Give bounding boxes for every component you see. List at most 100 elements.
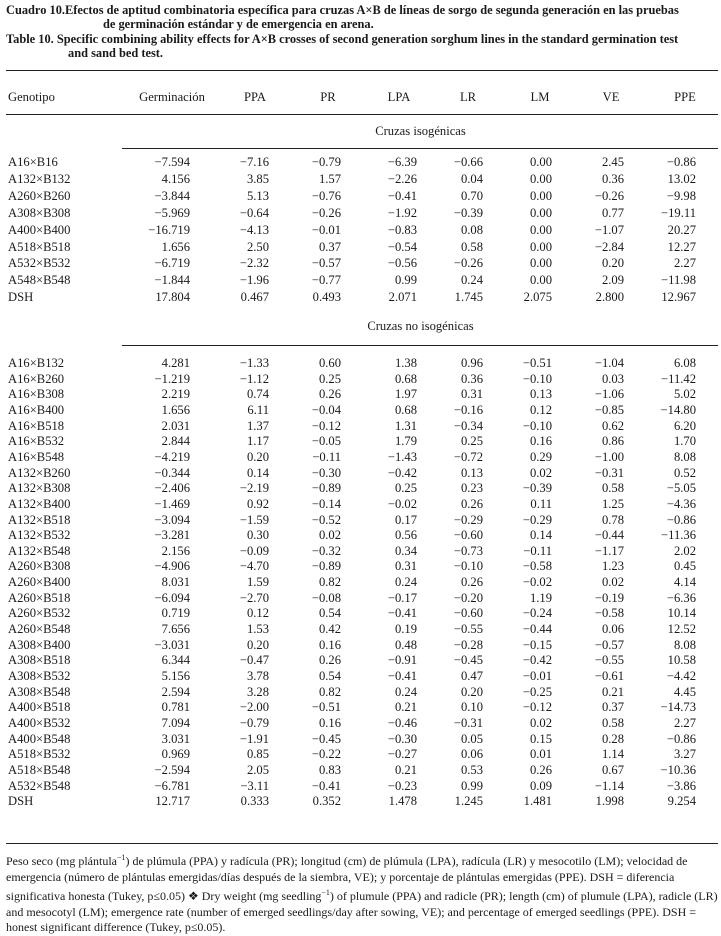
value-cell: 0.82	[318, 684, 341, 699]
value-cell: −0.85	[594, 402, 624, 417]
value-cell: −3.031	[154, 637, 190, 652]
value-cell: 10.58	[667, 653, 696, 668]
value-cell: 0.31	[460, 387, 483, 402]
value-cell: 1.656	[161, 239, 190, 254]
value-cell: −0.83	[387, 222, 417, 237]
value-cell: 7.656	[161, 622, 190, 637]
value-cell: 0.00	[529, 256, 552, 271]
value-cell: −4.13	[239, 222, 269, 237]
value-cell: 0.58	[601, 715, 624, 730]
table-row: A132×B260 −0.344 0.14 −0.30 −0.42 0.13 0.02 −0.…	[0, 466, 721, 482]
value-cell: 1.998	[595, 794, 624, 809]
value-cell: −1.219	[154, 371, 190, 386]
value-cell: 0.96	[460, 356, 483, 370]
value-cell: 1.31	[394, 418, 417, 433]
value-cell: 0.42	[318, 622, 341, 637]
value-cell: −4.42	[666, 669, 696, 683]
value-cell: 4.156	[161, 171, 190, 186]
value-cell: 0.99	[394, 273, 417, 288]
value-cell: −4.36	[666, 496, 696, 511]
table-row: A308×B518 6.344 −0.47 0.26 −0.91 −0.45 −0.42 −0…	[0, 653, 721, 669]
value-cell: 6.344	[161, 653, 190, 668]
value-cell: −2.406	[154, 481, 190, 496]
value-cell: 0.52	[673, 465, 696, 480]
value-cell: −1.92	[387, 205, 417, 220]
table-row: A308×B308 −5.969 −0.64 −0.26 −1.92 −0.39 0.00 0…	[0, 206, 721, 222]
value-cell: −6.094	[154, 590, 190, 605]
genotype-cell: A548×B548	[8, 273, 71, 288]
value-cell: −0.29	[453, 512, 483, 527]
table-row: A16×B16 −7.594 −7.16 −0.79 −6.39 −0.66 0.00 2.4…	[0, 155, 721, 171]
value-cell: −0.20	[453, 590, 483, 605]
value-cell: −0.44	[594, 528, 624, 543]
footnote-sup: −1	[321, 888, 330, 898]
column-header: VE	[602, 90, 620, 104]
value-cell: 0.21	[394, 762, 417, 777]
table-row: A260×B308 −4.906 −4.70 −0.89 0.31 −0.10 −0.58 1…	[0, 559, 721, 575]
value-cell: 6.11	[247, 402, 269, 417]
genotype-cell: A400×B532	[8, 715, 71, 730]
value-cell: 5.156	[161, 669, 190, 683]
value-cell: 6.08	[673, 356, 696, 370]
value-cell: −0.51	[311, 700, 341, 715]
value-cell: −2.19	[239, 481, 269, 496]
value-cell: −2.26	[387, 171, 417, 186]
genotype-cell: A16×B548	[8, 449, 65, 464]
value-cell: 0.47	[460, 669, 483, 683]
value-cell: 0.31	[394, 559, 417, 574]
value-cell: 1.59	[246, 575, 269, 590]
genotype-cell: A260×B400	[8, 575, 71, 590]
genotype-cell: A132×B132	[8, 171, 71, 186]
genotype-cell: A16×B308	[8, 387, 65, 402]
genotype-cell: A260×B308	[8, 559, 71, 574]
value-cell: −0.09	[239, 543, 269, 558]
value-cell: −6.39	[387, 155, 417, 169]
value-cell: −6.719	[154, 256, 190, 271]
table-row: A260×B548 7.656 1.53 0.42 0.19 −0.55 −0.44 0.06…	[0, 622, 721, 638]
value-cell: −0.58	[594, 606, 624, 621]
table-row: A400×B548 3.031 −1.91 −0.45 −0.30 0.05 0.15 0.2…	[0, 732, 721, 748]
value-cell: 0.58	[460, 239, 483, 254]
caption-text-cont: and sand bed test.	[68, 45, 164, 60]
genotype-cell: A308×B308	[8, 205, 71, 220]
caption-text: Specific combining ability effects for A…	[56, 32, 679, 46]
value-cell: 0.02	[529, 465, 552, 480]
value-cell: −16.719	[148, 222, 190, 237]
genotype-cell: A132×B260	[8, 465, 71, 480]
value-cell: −11.98	[661, 273, 696, 288]
value-cell: 2.031	[161, 418, 190, 433]
value-cell: 0.24	[394, 575, 417, 590]
value-cell: −0.12	[522, 700, 552, 715]
value-cell: −0.27	[387, 747, 417, 762]
value-cell: −1.96	[239, 273, 269, 288]
column-header: PR	[320, 90, 336, 104]
value-cell: 2.09	[601, 273, 624, 288]
value-cell: −7.594	[154, 155, 190, 169]
value-cell: −0.41	[387, 669, 417, 683]
value-cell: 0.48	[394, 637, 417, 652]
footnote-text: ) of plumule (PPA) and radicle (PR); len…	[6, 889, 718, 935]
value-cell: 0.26	[529, 762, 552, 777]
value-cell: −0.45	[311, 731, 341, 746]
value-cell: 0.00	[529, 239, 552, 254]
value-cell: −0.46	[387, 715, 417, 730]
value-cell: 2.02	[673, 543, 696, 558]
value-cell: 0.12	[529, 402, 552, 417]
value-cell: 0.333	[240, 794, 269, 809]
value-cell: −1.14	[594, 778, 624, 793]
value-cell: −0.56	[387, 256, 417, 271]
value-cell: −0.02	[522, 575, 552, 590]
value-cell: 0.85	[246, 747, 269, 762]
value-cell: 20.27	[667, 222, 696, 237]
value-cell: −0.08	[311, 590, 341, 605]
value-cell: −0.34	[453, 418, 483, 433]
table-row: A518×B518 1.656 2.50 0.37 −0.54 0.58 0.00 −2.84…	[0, 240, 721, 256]
genotype-cell: A400×B518	[8, 700, 71, 715]
value-cell: 0.16	[318, 715, 341, 730]
value-cell: 0.02	[318, 528, 341, 543]
section-title: Cruzas isogénicas	[375, 124, 466, 138]
table-row: A16×B548 −4.219 0.20 −0.11 −1.43 −0.72 0.29 −1.…	[0, 450, 721, 466]
value-cell: −3.11	[240, 778, 269, 793]
table-row: A308×B400 −3.031 0.20 0.16 0.48 −0.28 −0.15 −0.…	[0, 638, 721, 654]
value-cell: 5.13	[246, 188, 269, 203]
